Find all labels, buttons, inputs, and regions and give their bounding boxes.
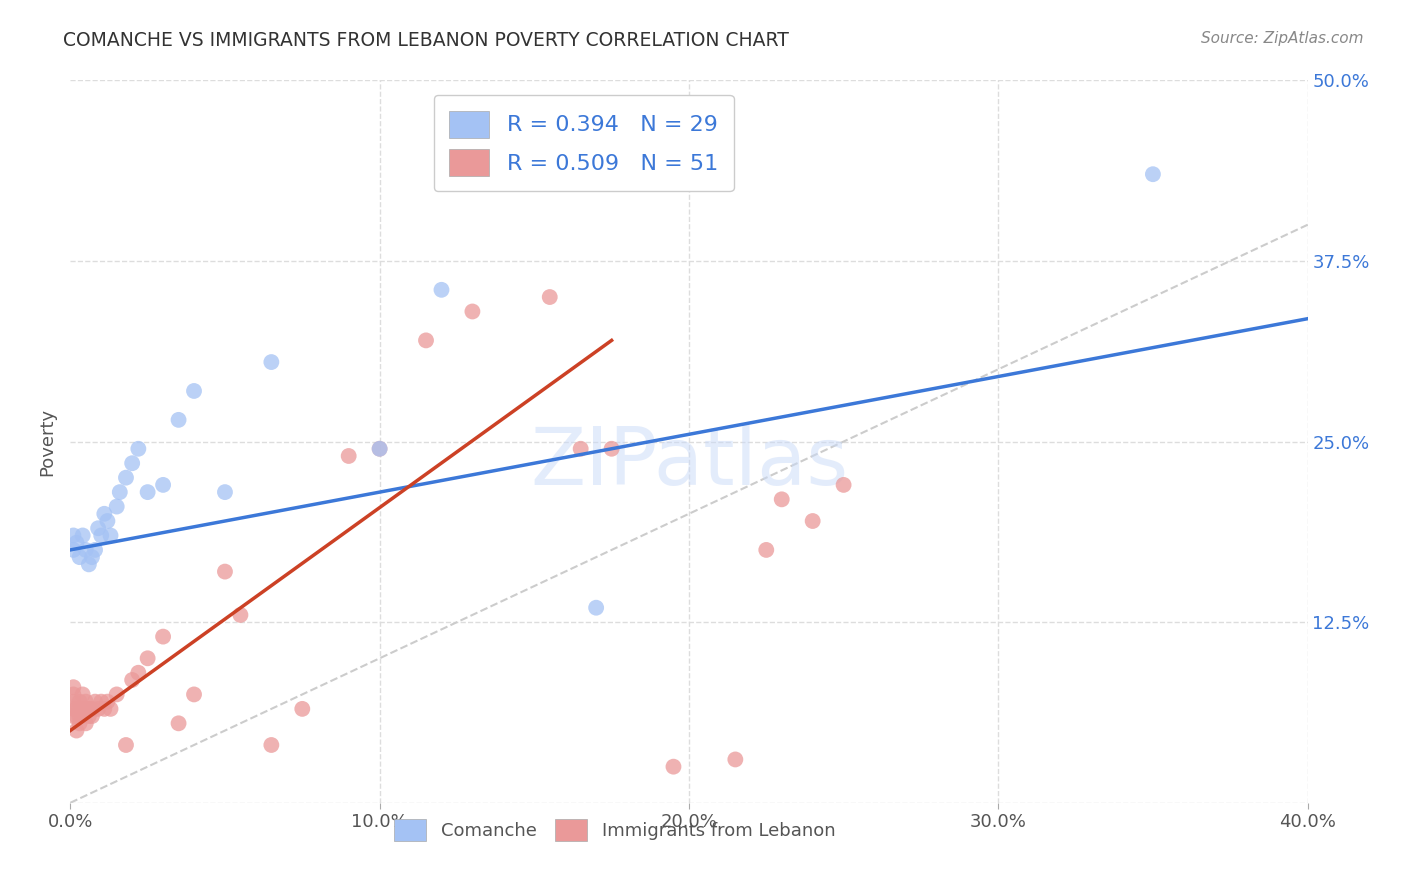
Point bbox=[100, 528, 122, 542]
Point bbox=[121, 456, 143, 470]
Point bbox=[167, 716, 190, 731]
Point bbox=[214, 485, 236, 500]
Point bbox=[72, 702, 94, 716]
Point bbox=[260, 738, 283, 752]
Point bbox=[84, 695, 107, 709]
Point bbox=[75, 695, 97, 709]
Point bbox=[75, 542, 97, 557]
Point bbox=[229, 607, 252, 622]
Point bbox=[62, 680, 84, 694]
Point bbox=[368, 442, 391, 456]
Point bbox=[415, 334, 437, 348]
Point bbox=[127, 442, 149, 456]
Point bbox=[136, 651, 159, 665]
Y-axis label: Poverty: Poverty bbox=[38, 408, 56, 475]
Point bbox=[461, 304, 484, 318]
Point bbox=[62, 542, 84, 557]
Point bbox=[152, 478, 174, 492]
Point bbox=[430, 283, 453, 297]
Point bbox=[77, 558, 100, 572]
Point bbox=[662, 760, 685, 774]
Point bbox=[62, 528, 84, 542]
Point bbox=[90, 528, 112, 542]
Point bbox=[75, 716, 97, 731]
Point bbox=[96, 514, 118, 528]
Point bbox=[724, 752, 747, 766]
Point bbox=[65, 535, 87, 549]
Point bbox=[801, 514, 824, 528]
Point bbox=[115, 470, 138, 484]
Point bbox=[69, 709, 91, 723]
Point bbox=[80, 709, 103, 723]
Point bbox=[69, 716, 91, 731]
Point bbox=[96, 695, 118, 709]
Point bbox=[93, 702, 115, 716]
Point bbox=[1142, 167, 1164, 181]
Point bbox=[167, 413, 190, 427]
Point bbox=[93, 507, 115, 521]
Point bbox=[291, 702, 314, 716]
Point bbox=[100, 702, 122, 716]
Legend: Comanche, Immigrants from Lebanon: Comanche, Immigrants from Lebanon bbox=[387, 812, 842, 848]
Point bbox=[115, 738, 138, 752]
Point bbox=[77, 709, 100, 723]
Point bbox=[87, 521, 110, 535]
Point bbox=[62, 695, 84, 709]
Point bbox=[337, 449, 360, 463]
Point bbox=[62, 709, 84, 723]
Point bbox=[214, 565, 236, 579]
Point bbox=[127, 665, 149, 680]
Point bbox=[755, 542, 778, 557]
Point bbox=[600, 442, 623, 456]
Point bbox=[121, 673, 143, 687]
Point bbox=[183, 384, 205, 398]
Point bbox=[65, 702, 87, 716]
Point bbox=[80, 550, 103, 565]
Point bbox=[87, 702, 110, 716]
Point bbox=[585, 600, 607, 615]
Point bbox=[569, 442, 592, 456]
Text: ZIPatlas: ZIPatlas bbox=[530, 425, 848, 502]
Point bbox=[80, 702, 103, 716]
Point bbox=[770, 492, 793, 507]
Point bbox=[136, 485, 159, 500]
Text: Source: ZipAtlas.com: Source: ZipAtlas.com bbox=[1201, 31, 1364, 46]
Point bbox=[152, 630, 174, 644]
Point bbox=[105, 500, 128, 514]
Point bbox=[62, 702, 84, 716]
Point bbox=[538, 290, 561, 304]
Point bbox=[84, 542, 107, 557]
Point bbox=[65, 723, 87, 738]
Point bbox=[69, 550, 91, 565]
Point bbox=[62, 687, 84, 701]
Point bbox=[260, 355, 283, 369]
Point bbox=[75, 702, 97, 716]
Point bbox=[65, 709, 87, 723]
Point bbox=[183, 687, 205, 701]
Point bbox=[368, 442, 391, 456]
Point bbox=[72, 528, 94, 542]
Point bbox=[832, 478, 855, 492]
Point bbox=[72, 687, 94, 701]
Text: COMANCHE VS IMMIGRANTS FROM LEBANON POVERTY CORRELATION CHART: COMANCHE VS IMMIGRANTS FROM LEBANON POVE… bbox=[63, 31, 789, 50]
Point bbox=[108, 485, 131, 500]
Point bbox=[105, 687, 128, 701]
Point bbox=[69, 695, 91, 709]
Point bbox=[77, 702, 100, 716]
Point bbox=[90, 695, 112, 709]
